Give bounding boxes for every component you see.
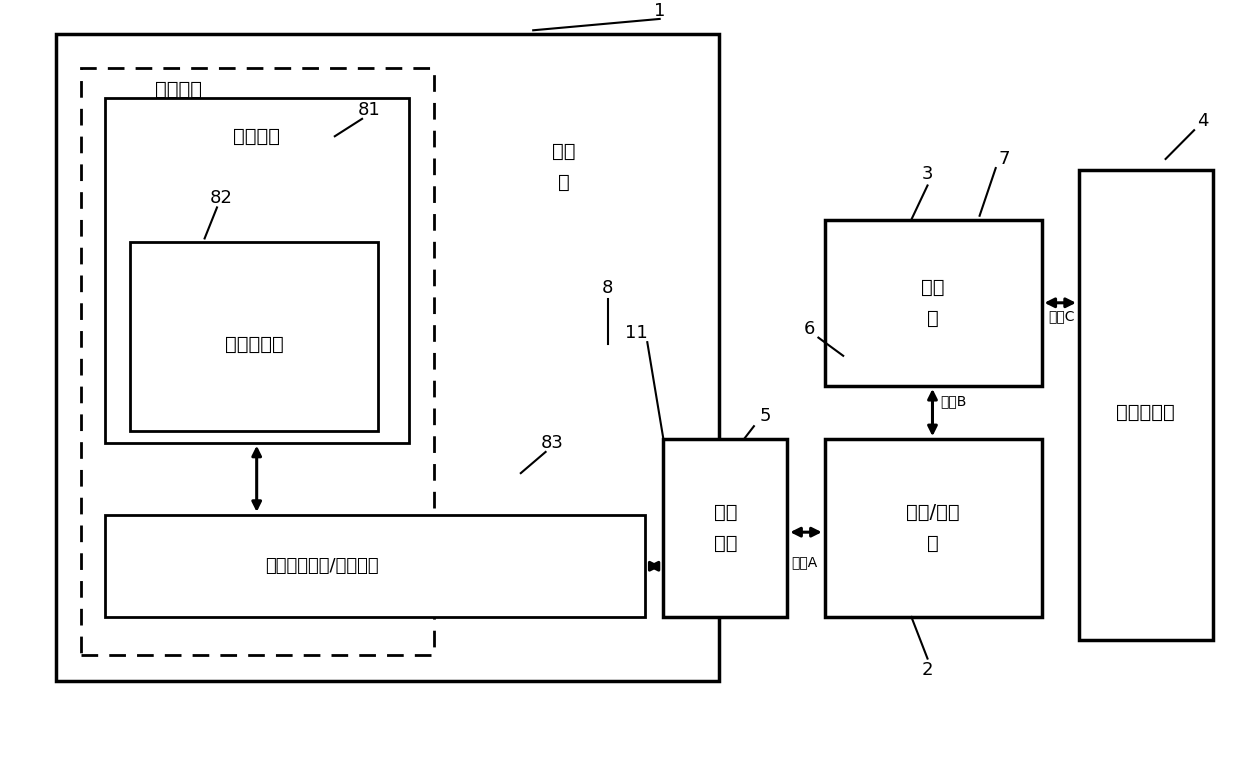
Text: 3: 3 <box>921 165 934 183</box>
Bar <box>105 98 409 443</box>
Text: 上位
机: 上位 机 <box>553 142 575 192</box>
Text: 总线B: 总线B <box>940 394 966 408</box>
Text: 控制软件: 控制软件 <box>233 126 280 146</box>
Text: 6: 6 <box>804 320 816 338</box>
Text: 执行机构组: 执行机构组 <box>1116 403 1176 422</box>
Text: 11: 11 <box>625 324 647 342</box>
Text: 总线C: 总线C <box>1048 310 1074 323</box>
Bar <box>825 439 1042 617</box>
Text: 功能模块组: 功能模块组 <box>224 335 284 354</box>
Bar <box>825 220 1042 386</box>
Text: 加密/解密
器: 加密/解密 器 <box>905 503 960 553</box>
Text: 83: 83 <box>541 434 563 452</box>
Text: 总线A: 总线A <box>791 555 817 569</box>
Bar <box>130 242 378 431</box>
Text: 4: 4 <box>1197 112 1209 130</box>
Bar <box>56 34 719 681</box>
Text: 通讯
接口: 通讯 接口 <box>714 503 737 553</box>
Text: 5: 5 <box>759 407 771 425</box>
Bar <box>105 515 645 617</box>
Text: 软件系统: 软件系统 <box>155 79 202 99</box>
Text: 1: 1 <box>653 2 666 20</box>
Bar <box>81 68 434 655</box>
Text: 82: 82 <box>210 189 232 207</box>
Text: 控制
器: 控制 器 <box>921 278 944 328</box>
Bar <box>1079 170 1213 640</box>
Text: 7: 7 <box>998 150 1011 168</box>
Text: 数据链路加密/解密模块: 数据链路加密/解密模块 <box>265 557 379 575</box>
Text: 2: 2 <box>921 661 934 679</box>
Bar <box>663 439 787 617</box>
Text: 8: 8 <box>601 279 614 297</box>
Text: 81: 81 <box>358 101 381 119</box>
